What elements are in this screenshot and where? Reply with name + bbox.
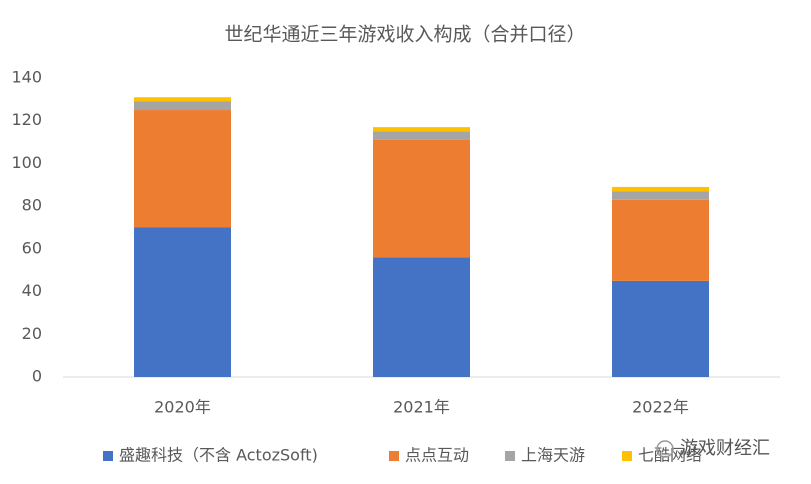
bar-segment: [134, 101, 231, 111]
bar-segment: [373, 131, 470, 140]
chart-title: 世纪华通近三年游戏收入构成（合并口径）: [224, 24, 585, 46]
bar-segment: [612, 191, 709, 200]
y-tick-label: 0: [32, 367, 42, 386]
legend-swatch: [389, 451, 399, 461]
y-tick-label: 40: [22, 281, 42, 300]
y-tick-label: 140: [11, 68, 42, 87]
bar-segment: [612, 186, 709, 192]
legend-swatch: [103, 451, 113, 461]
y-tick-label: 120: [11, 110, 42, 129]
y-tick-label: 100: [11, 153, 42, 172]
bar-segment: [134, 227, 231, 377]
legend-label: 盛趣科技（不含 ActozSoft): [119, 446, 318, 465]
legend-swatch: [505, 451, 515, 461]
legend-swatch: [622, 451, 632, 461]
y-tick-label: 80: [22, 196, 42, 215]
bar-segment: [134, 110, 231, 228]
watermark-icon: [656, 440, 674, 458]
y-tick-label: 20: [22, 324, 42, 343]
legend-label: 点点互动: [405, 446, 469, 465]
bar-segment: [612, 199, 709, 281]
bar-segment: [612, 280, 709, 377]
x-tick-label: 2022年: [632, 398, 689, 417]
bar-segment: [373, 257, 470, 377]
x-tick-label: 2021年: [393, 398, 450, 417]
x-tick-label: 2020年: [154, 398, 211, 417]
y-tick-label: 60: [22, 238, 42, 257]
bar-segment: [373, 139, 470, 258]
legend-label: 上海天游: [521, 446, 585, 465]
bar-segment: [373, 127, 470, 132]
watermark: 游戏财经汇: [680, 438, 770, 459]
bar-segment: [134, 97, 231, 102]
